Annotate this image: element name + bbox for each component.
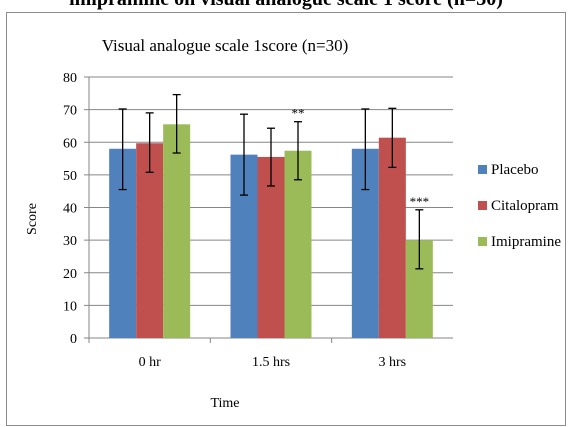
y-tick-label: 50	[63, 169, 77, 184]
legend-swatch-placebo	[478, 165, 487, 174]
legend-swatch-citalopram	[478, 201, 487, 210]
significance-marker: ***	[410, 194, 430, 209]
y-tick-label: 20	[63, 267, 77, 282]
bar-imipramine-1	[163, 124, 191, 339]
legend-swatch-imipramine	[478, 237, 487, 246]
bar-citalopram-1	[136, 143, 164, 338]
error-bars	[118, 93, 424, 270]
y-tick-label: 70	[63, 104, 77, 119]
y-tick-label: 30	[63, 234, 77, 249]
significance-annotations: *****	[292, 106, 430, 209]
y-tick-label: 40	[63, 202, 77, 217]
bar-citalopram-3	[378, 137, 406, 338]
chart-frame: Visual analogue scale 1score (n=30) 0 10 2…	[6, 12, 566, 426]
legend: Placebo Citalopram Imipramine	[478, 162, 561, 250]
y-axis-label: Score	[25, 203, 40, 235]
bar-chart: Visual analogue scale 1score (n=30) 0 10 2…	[25, 36, 561, 411]
x-axis-label: Time	[210, 396, 239, 411]
y-tick-label: 60	[63, 136, 77, 151]
bar-imipramine-2	[284, 150, 312, 338]
bars	[109, 124, 433, 339]
chart-title: Visual analogue scale 1score (n=30)	[102, 36, 348, 55]
axes: 0 10 20 30 40 50 60 70 80 0 hr 1.5 hrs 3 hrs	[63, 71, 453, 370]
bar-citalopram-2	[257, 156, 285, 338]
x-tick-label: 1.5 hrs	[252, 355, 290, 370]
x-tick-label: 3 hrs	[379, 355, 407, 370]
y-tick-label: 10	[63, 299, 77, 314]
legend-label-placebo: Placebo	[491, 162, 538, 178]
legend-label-imipramine: Imipramine	[491, 234, 561, 250]
y-tick-label: 80	[63, 71, 77, 86]
legend-label-citalopram: Citalopram	[491, 198, 559, 214]
x-tick-label: 0 hr	[139, 355, 162, 370]
figure-caption: imipramine on visual analogue scale 1 sc…	[0, 0, 572, 11]
significance-marker: **	[292, 106, 305, 121]
y-tick-label: 0	[70, 332, 77, 347]
